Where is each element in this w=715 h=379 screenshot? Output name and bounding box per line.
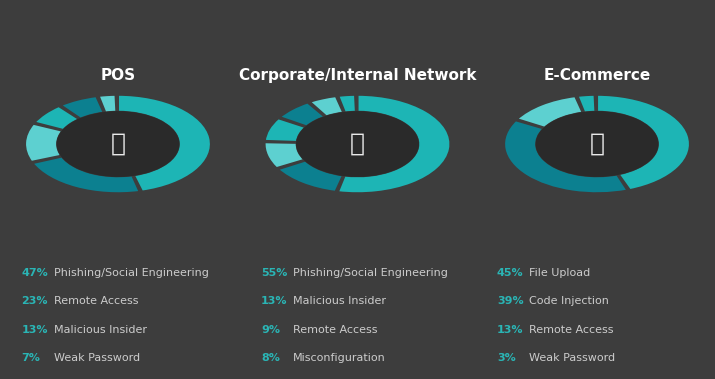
Text: Code Injection: Code Injection xyxy=(529,296,609,306)
Wedge shape xyxy=(578,95,596,113)
Text: 23%: 23% xyxy=(21,296,48,306)
Text: 🖥: 🖥 xyxy=(111,132,125,156)
Wedge shape xyxy=(34,106,79,130)
Wedge shape xyxy=(310,96,343,116)
Text: 8%: 8% xyxy=(261,353,280,363)
Wedge shape xyxy=(265,118,306,142)
Text: Phishing/Social Engineering: Phishing/Social Engineering xyxy=(54,268,209,278)
Circle shape xyxy=(297,112,418,176)
Text: 13%: 13% xyxy=(261,296,287,306)
Text: 45%: 45% xyxy=(497,268,523,278)
Text: POS: POS xyxy=(100,68,136,83)
Wedge shape xyxy=(61,96,104,119)
Text: 55%: 55% xyxy=(261,268,287,278)
Wedge shape xyxy=(25,124,63,162)
Wedge shape xyxy=(338,95,356,113)
Text: Corporate/Internal Network: Corporate/Internal Network xyxy=(239,68,476,83)
Text: Weak Password: Weak Password xyxy=(529,353,615,363)
Text: 47%: 47% xyxy=(21,268,48,278)
Wedge shape xyxy=(32,157,139,193)
Text: Weak Password: Weak Password xyxy=(54,353,139,363)
Text: File Upload: File Upload xyxy=(529,268,591,278)
Text: 13%: 13% xyxy=(21,325,48,335)
Text: Remote Access: Remote Access xyxy=(529,325,613,335)
Text: Misconfiguration: Misconfiguration xyxy=(293,353,386,363)
Text: E-Commerce: E-Commerce xyxy=(543,68,651,83)
Wedge shape xyxy=(597,95,690,190)
Text: 🏢: 🏢 xyxy=(350,132,365,156)
Wedge shape xyxy=(337,95,450,193)
Circle shape xyxy=(536,112,658,176)
Text: 39%: 39% xyxy=(497,296,523,306)
Text: 9%: 9% xyxy=(261,325,280,335)
Wedge shape xyxy=(118,95,211,192)
Wedge shape xyxy=(504,120,628,193)
Text: 🛒: 🛒 xyxy=(590,132,604,156)
Wedge shape xyxy=(265,142,305,168)
Wedge shape xyxy=(517,96,583,128)
Wedge shape xyxy=(99,95,117,113)
Text: Malicious Insider: Malicious Insider xyxy=(293,296,386,306)
Text: Malicious Insider: Malicious Insider xyxy=(54,325,147,335)
Wedge shape xyxy=(280,102,325,127)
Text: Remote Access: Remote Access xyxy=(54,296,138,306)
Text: 7%: 7% xyxy=(21,353,40,363)
Wedge shape xyxy=(277,161,343,192)
Text: Phishing/Social Engineering: Phishing/Social Engineering xyxy=(293,268,448,278)
Text: 3%: 3% xyxy=(497,353,516,363)
Text: 13%: 13% xyxy=(497,325,523,335)
Circle shape xyxy=(57,112,179,176)
Text: Remote Access: Remote Access xyxy=(293,325,378,335)
